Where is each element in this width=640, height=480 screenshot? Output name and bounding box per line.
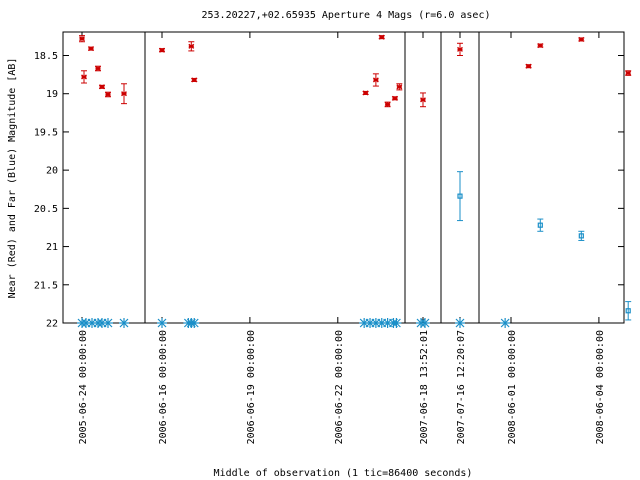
x-tick-label: 2008-06-04 00:00:00: [595, 330, 606, 444]
blue-limit-marker: [391, 318, 402, 328]
blue-limit-stroke: [119, 318, 129, 328]
y-tick-label: 22: [46, 319, 58, 330]
x-tick-label: 2007-07-16 12:20:07: [456, 330, 467, 444]
red-point: [537, 43, 544, 49]
red-point: [578, 36, 585, 42]
blue-limit-marker: [420, 318, 430, 328]
blue-marker: [625, 308, 631, 314]
blue-limit-stroke: [455, 318, 465, 328]
red-point: [105, 91, 111, 98]
data-points: [77, 34, 632, 328]
y-tick-label: 20.5: [34, 204, 58, 215]
x-tick-label: 2006-06-22 00:00:00: [334, 330, 345, 444]
red-point: [378, 34, 385, 40]
y-tick-label: 21.5: [34, 280, 58, 291]
blue-limit-marker: [500, 318, 511, 328]
red-point: [457, 42, 463, 56]
x-tick-label: 2007-06-18 13:52:01: [419, 330, 430, 444]
red-point: [188, 41, 195, 52]
y-tick-label: 18.5: [34, 51, 58, 62]
blue-limit-stroke: [189, 318, 199, 328]
red-point: [79, 35, 85, 43]
x-axis-label: Middle of observation (1 tic=86400 secon…: [214, 468, 473, 479]
blue-point: [457, 171, 463, 222]
blue-point: [625, 301, 632, 321]
red-point: [384, 101, 391, 108]
red-point: [95, 65, 101, 72]
chart-title: 253.20227,+02.65935 Aperture 4 Mags (r=6…: [202, 10, 491, 21]
red-point: [191, 77, 198, 83]
blue-point: [537, 218, 544, 232]
x-tick-label: 2006-06-19 00:00:00: [246, 330, 257, 444]
y-tick-label: 20: [46, 166, 58, 177]
y-tick-label: 21: [46, 242, 58, 253]
blue-limit-marker: [119, 318, 129, 328]
blue-limit-marker: [455, 318, 465, 328]
red-point: [420, 92, 426, 108]
y-axis-ticks: 18.5 19 19.5 20 20.5 21 21.5 22: [34, 51, 624, 330]
blue-marker: [537, 222, 543, 228]
red-point: [372, 73, 379, 87]
red-point: [396, 83, 403, 91]
red-point: [625, 70, 632, 76]
blue-limit-marker: [157, 318, 167, 328]
x-tick-label: 2006-06-16 00:00:00: [158, 330, 169, 444]
blue-limit-stroke: [391, 318, 401, 328]
blue-limit-stroke: [157, 318, 167, 328]
red-point: [159, 47, 165, 53]
blue-limit-marker: [189, 318, 200, 328]
red-point: [121, 83, 127, 105]
red-point: [99, 84, 105, 90]
red-point: [81, 70, 87, 84]
blue-marker: [457, 193, 463, 199]
blue-limit-stroke: [420, 318, 430, 328]
blue-limit-stroke: [500, 318, 510, 328]
red-point: [362, 90, 369, 96]
y-tick-label: 19: [46, 89, 58, 100]
x-tick-label: 2005-06-24 00:00:00: [78, 330, 89, 444]
red-point: [525, 63, 532, 69]
y-tick-label: 19.5: [34, 127, 58, 138]
blue-marker: [578, 233, 584, 239]
plot-frame: [62, 31, 625, 324]
red-point: [391, 95, 398, 101]
x-axis-ticks: 2005-06-24 00:00:00 2006-06-16 00:00:00 20…: [78, 32, 606, 444]
blue-limit-stroke: [103, 318, 113, 328]
y-axis-label: Near (Red) and Far (Blue) Magnitude [AB]: [7, 58, 18, 299]
x-tick-label: 2008-06-01 00:00:00: [507, 330, 518, 444]
red-point: [88, 46, 94, 52]
blue-point: [578, 230, 585, 241]
blue-limit-marker: [103, 318, 113, 328]
plot-border: [62, 31, 625, 324]
